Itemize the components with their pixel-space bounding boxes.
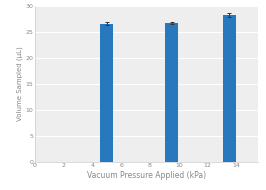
- Bar: [100, 24, 113, 162]
- Y-axis label: Volume Sampled (µL): Volume Sampled (µL): [16, 46, 23, 121]
- Bar: [223, 15, 236, 162]
- X-axis label: Vacuum Pressure Applied (kPa): Vacuum Pressure Applied (kPa): [87, 171, 206, 180]
- Bar: [165, 23, 178, 162]
